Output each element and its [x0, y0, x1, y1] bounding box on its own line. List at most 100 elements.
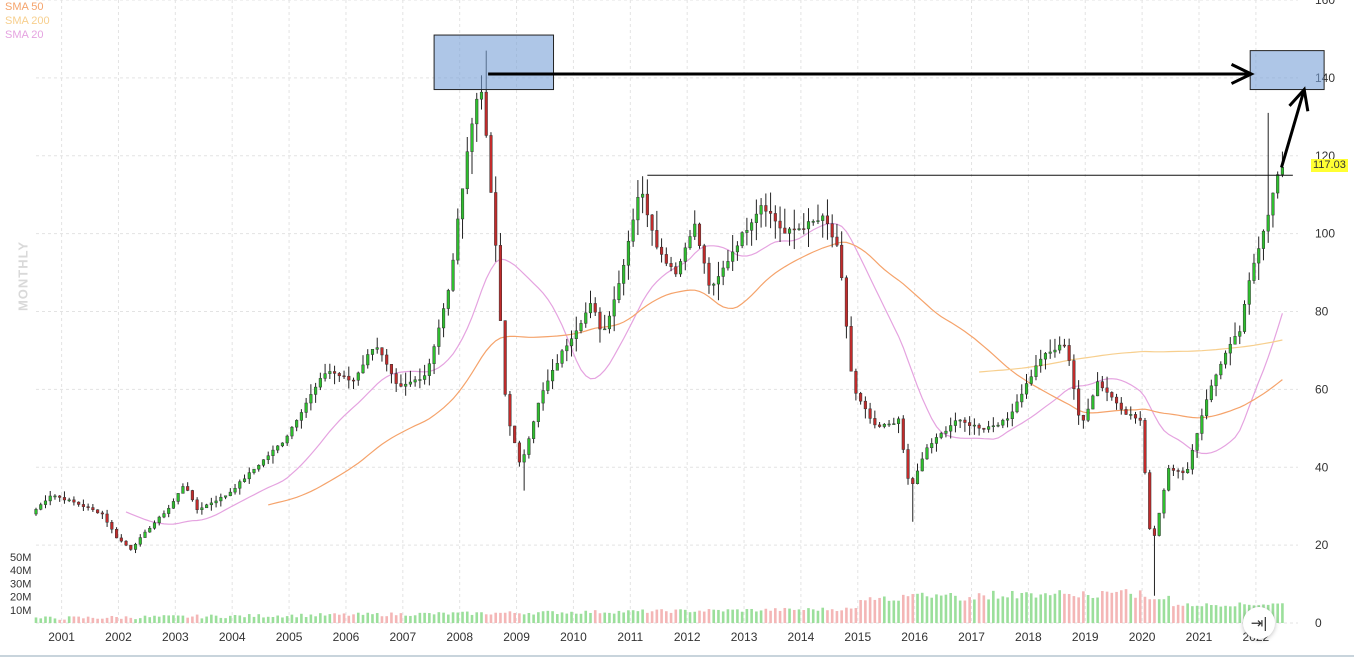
candle-body	[280, 442, 284, 447]
legend-sma-50[interactable]: SMA 50	[5, 1, 44, 13]
volume-bar	[186, 617, 189, 623]
volume-bar	[44, 616, 47, 623]
annotation-box	[433, 34, 555, 91]
volume-bar	[281, 617, 284, 623]
volume-bar	[631, 610, 635, 623]
volume-bar	[551, 611, 554, 623]
volume-bar	[1010, 590, 1014, 623]
volume-bar	[295, 617, 298, 623]
volume-bar	[721, 611, 725, 623]
volume-bar	[755, 611, 758, 623]
volume-bar	[679, 609, 682, 623]
volume-bar	[792, 609, 796, 623]
candle-body	[901, 418, 905, 450]
volume-bar	[688, 612, 692, 623]
candle-body	[878, 424, 882, 427]
candle-body	[697, 223, 702, 246]
volume-bar	[911, 594, 915, 623]
candle-body	[437, 327, 441, 347]
volume-bar	[1025, 592, 1028, 623]
candle-body	[617, 283, 621, 300]
volume-bar	[1214, 605, 1218, 623]
volume-bar	[1053, 593, 1057, 623]
candle-body	[702, 245, 706, 264]
volume-bar	[162, 615, 166, 623]
volume-bar	[944, 594, 948, 623]
volume-bar	[901, 594, 905, 623]
x-tick-label: 2006	[333, 630, 360, 644]
candle-body	[247, 472, 251, 480]
volume-bar	[816, 610, 820, 623]
volume-bar	[593, 610, 597, 623]
candle-body	[930, 443, 934, 449]
candle-body	[1138, 417, 1142, 421]
candle-body	[745, 230, 749, 233]
legend-sma-200[interactable]: SMA 200	[5, 15, 50, 27]
candle-body	[1067, 345, 1071, 361]
volume-bar	[560, 612, 564, 623]
volume-bar	[627, 610, 630, 623]
candle-body	[200, 507, 204, 510]
candle-body	[811, 221, 815, 223]
volume-tick-label: 50M	[10, 552, 31, 564]
candle-body	[81, 504, 85, 507]
candle-body	[934, 437, 939, 444]
candle-body	[1228, 343, 1232, 354]
candle-body	[783, 227, 787, 234]
candle-body	[830, 223, 834, 238]
candle-body	[607, 315, 612, 330]
volume-bar	[224, 618, 227, 623]
candle-body	[754, 213, 758, 223]
volume-bar	[494, 612, 498, 623]
volume-bar	[660, 609, 663, 623]
candle-body	[816, 220, 820, 222]
candle-body	[735, 245, 739, 253]
candle-body	[394, 373, 398, 384]
legend-sma-20[interactable]: SMA 20	[5, 29, 44, 41]
candle-body	[498, 245, 502, 321]
volume-bar	[394, 615, 398, 623]
candle-body	[100, 512, 104, 515]
candle-body	[290, 426, 294, 437]
candle-body	[968, 422, 972, 426]
candle-body	[110, 522, 114, 530]
volume-bar	[134, 619, 137, 623]
y-tick-label: 0	[1315, 616, 1322, 630]
volume-bar	[229, 615, 232, 623]
candle-body	[318, 378, 322, 388]
x-tick-label: 2007	[389, 630, 416, 644]
candle-body	[238, 481, 242, 489]
candle-body	[645, 193, 649, 216]
period-label-text: MONTHLY	[15, 240, 31, 312]
volume-bar	[589, 612, 592, 623]
scroll-to-latest-button[interactable]: ⇥|	[1243, 607, 1275, 639]
candle-body	[778, 220, 782, 229]
candle-body	[949, 425, 953, 432]
volume-bar	[963, 600, 967, 623]
candle-body	[726, 261, 730, 269]
candle-body	[1242, 304, 1247, 332]
candle-body	[759, 205, 763, 215]
volume-bar	[845, 607, 848, 623]
candle-body	[593, 303, 597, 313]
volume-bar	[413, 615, 417, 623]
volume-bar	[58, 619, 61, 623]
volume-bar	[1067, 594, 1071, 623]
candle-body	[460, 188, 465, 220]
candle-body	[536, 402, 540, 422]
volume-bar	[442, 612, 445, 623]
candle-body	[72, 499, 76, 503]
volume-bar	[1143, 596, 1147, 623]
volume-bar	[361, 614, 365, 623]
volume-bar	[461, 611, 464, 623]
volume-bar	[219, 617, 223, 623]
volume-bar	[319, 613, 322, 623]
candle-body	[821, 215, 825, 221]
volume-bar	[849, 608, 853, 623]
candle-body	[205, 504, 209, 509]
candle-body	[1129, 414, 1133, 416]
volume-bar	[428, 613, 431, 623]
candle-body	[53, 495, 57, 498]
volume-bar	[120, 618, 123, 623]
